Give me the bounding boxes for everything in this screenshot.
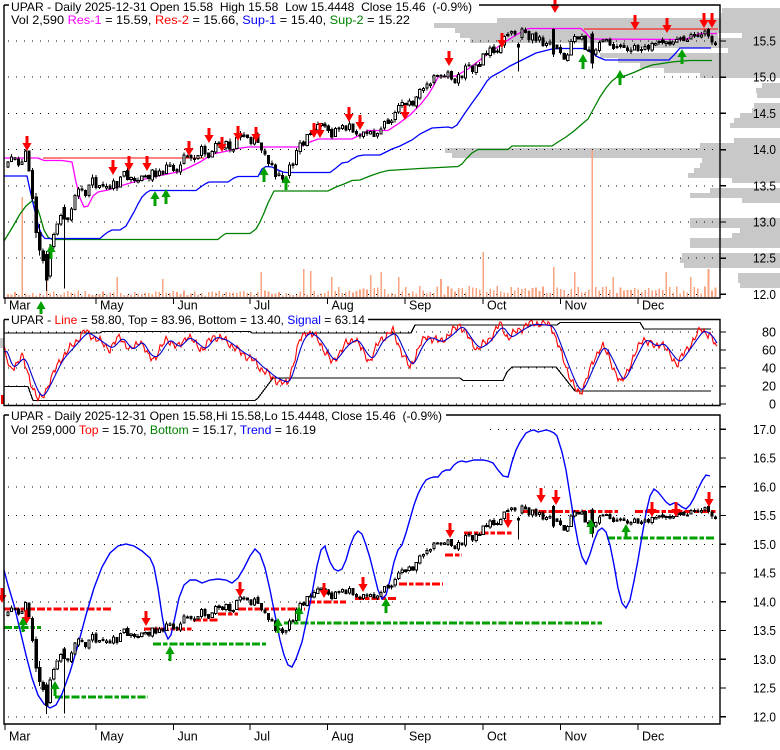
- svg-text:14.5: 14.5: [753, 566, 776, 581]
- svg-text:Jun: Jun: [178, 730, 198, 744]
- svg-text:60: 60: [762, 343, 776, 358]
- svg-text:13.5: 13.5: [753, 623, 776, 638]
- svg-text:12.0: 12.0: [753, 709, 776, 724]
- svg-text:Dec: Dec: [642, 299, 664, 313]
- svg-text:12.0: 12.0: [753, 287, 776, 302]
- svg-text:15.0: 15.0: [753, 537, 776, 552]
- svg-text:13.5: 13.5: [753, 178, 776, 193]
- svg-text:14.5: 14.5: [753, 106, 776, 121]
- svg-text:May: May: [100, 730, 124, 744]
- svg-text:Oct: Oct: [487, 730, 507, 744]
- svg-text:14.0: 14.0: [753, 142, 776, 157]
- svg-text:May: May: [100, 299, 124, 313]
- svg-text:16.0: 16.0: [753, 479, 776, 494]
- svg-text:Jun: Jun: [178, 299, 198, 313]
- svg-text:Oct: Oct: [487, 299, 507, 313]
- svg-text:Vol 2,590 Res-1 = 15.59, Res-2: Vol 2,590 Res-1 = 15.59, Res-2 = 15.66, …: [11, 14, 410, 27]
- svg-text:Mar: Mar: [9, 299, 31, 313]
- svg-text:Vol 259,000 Top = 15.70, Botto: Vol 259,000 Top = 15.70, Bottom = 15.17,…: [11, 424, 316, 437]
- svg-text:Aug: Aug: [332, 730, 354, 744]
- svg-text:Nov: Nov: [565, 730, 588, 744]
- svg-text:Jul: Jul: [254, 730, 270, 744]
- svg-text:13.0: 13.0: [753, 215, 776, 230]
- svg-text:15.0: 15.0: [753, 70, 776, 85]
- svg-text:Sep: Sep: [409, 730, 431, 744]
- svg-text:15.5: 15.5: [753, 508, 776, 523]
- svg-text:12.5: 12.5: [753, 251, 776, 266]
- svg-text:Mar: Mar: [9, 730, 31, 744]
- svg-text:Aug: Aug: [332, 299, 354, 313]
- svg-text:Nov: Nov: [565, 299, 588, 313]
- svg-text:0: 0: [769, 397, 776, 412]
- svg-text:UPAR - Daily 2025-12-31 Open 1: UPAR - Daily 2025-12-31 Open 15.58,Hi 15…: [11, 410, 442, 423]
- svg-text:Jul: Jul: [254, 299, 270, 313]
- svg-text:17.0: 17.0: [753, 422, 776, 437]
- svg-text:12.5: 12.5: [753, 681, 776, 696]
- svg-text:UPAR - Line = 58.80, Top = 83.: UPAR - Line = 58.80, Top = 83.96, Bottom…: [11, 314, 366, 327]
- svg-text:16.5: 16.5: [753, 451, 776, 466]
- svg-text:20: 20: [762, 379, 776, 394]
- svg-text:40: 40: [762, 361, 776, 376]
- svg-text:Dec: Dec: [642, 730, 664, 744]
- svg-text:14.0: 14.0: [753, 594, 776, 609]
- svg-text:Sep: Sep: [409, 299, 431, 313]
- svg-text:UPAR - Daily 2025-12-31 Open 1: UPAR - Daily 2025-12-31 Open 15.58 High …: [11, 1, 472, 14]
- svg-text:13.0: 13.0: [753, 652, 776, 667]
- svg-text:80: 80: [762, 325, 776, 340]
- svg-text:15.5: 15.5: [753, 34, 776, 49]
